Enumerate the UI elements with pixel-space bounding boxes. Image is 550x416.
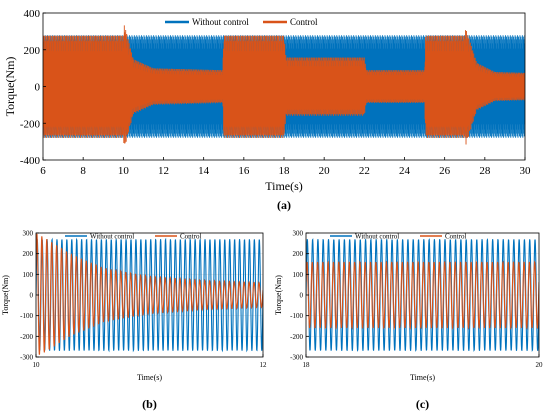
- y-tick-label: 300: [23, 230, 34, 238]
- x-tick-label: 24: [399, 165, 411, 177]
- series-line-control: [43, 25, 525, 144]
- legend-label-without-control: Without control: [192, 17, 249, 27]
- y-tick-label: -100: [20, 312, 33, 320]
- y-tick-label: 200: [293, 250, 304, 258]
- x-tick-label: 6: [40, 165, 46, 177]
- y-tick-label: -200: [20, 118, 41, 130]
- y-axis-title: Torque(Nm): [1, 275, 10, 315]
- y-tick-label: 400: [24, 8, 41, 20]
- y-tick-label: -200: [20, 333, 33, 341]
- x-tick-label: 14: [198, 165, 210, 177]
- x-tick-label: 30: [520, 165, 532, 177]
- y-tick-label: 0: [30, 292, 34, 300]
- x-tick-label: 18: [279, 165, 291, 177]
- panel-caption: (a): [277, 198, 291, 212]
- x-tick-label: 12: [158, 165, 169, 177]
- chart-panel-a: 6 8 10 12 14 16 18 20 22 24 26 28 30 -400 -200 0 200 400 T…: [3, 8, 531, 212]
- legend-label-control: Control: [445, 233, 466, 241]
- y-tick-label: 0: [300, 292, 304, 300]
- x-tick-label: 12: [260, 361, 268, 369]
- y-tick-label: 100: [293, 271, 304, 279]
- x-axis-title: Time(s): [137, 373, 162, 382]
- x-tick-label: 10: [33, 361, 41, 369]
- panel-caption: (b): [142, 397, 157, 411]
- y-axis-title: Torque(Nm): [3, 57, 17, 117]
- x-tick-label: 8: [80, 165, 86, 177]
- x-tick-label: 28: [479, 165, 491, 177]
- x-tick-label: 26: [439, 165, 451, 177]
- y-tick-label: 200: [24, 45, 41, 57]
- legend-label-without-control: Without control: [90, 233, 134, 241]
- y-tick-label: -200: [290, 333, 303, 341]
- y-tick-label: -300: [290, 354, 303, 362]
- y-tick-label: 300: [293, 230, 304, 238]
- y-tick-label: 100: [23, 271, 34, 279]
- y-tick-label: -300: [20, 354, 33, 362]
- x-tick-label: 22: [359, 165, 370, 177]
- x-tick-label: 16: [238, 165, 250, 177]
- legend-label-control: Control: [290, 17, 318, 27]
- panel-caption: (c): [416, 397, 429, 411]
- x-axis-title: Time(s): [265, 179, 303, 193]
- y-tick-label: -100: [290, 312, 303, 320]
- x-axis-title: Time(s): [410, 373, 435, 382]
- chart-panel-c: 18 20 -300 -200 -100 0 100 200 300 Time(s) Torque(…: [274, 230, 543, 412]
- legend-label-control: Control: [180, 233, 201, 241]
- y-tick-label: 0: [35, 82, 41, 94]
- y-tick-label: -400: [20, 155, 41, 167]
- y-tick-label: 200: [23, 250, 34, 258]
- y-axis-title: Torque(Nm): [274, 275, 283, 315]
- x-tick-label: 18: [303, 361, 311, 369]
- x-tick-label: 10: [118, 165, 130, 177]
- legend-label-without-control: Without control: [355, 233, 399, 241]
- chart-panel-b: 10 12 -300 -200 -100 0 100 200 300 Time(s) Torque(…: [1, 230, 267, 412]
- x-tick-label: 20: [536, 361, 544, 369]
- x-tick-label: 20: [319, 165, 331, 177]
